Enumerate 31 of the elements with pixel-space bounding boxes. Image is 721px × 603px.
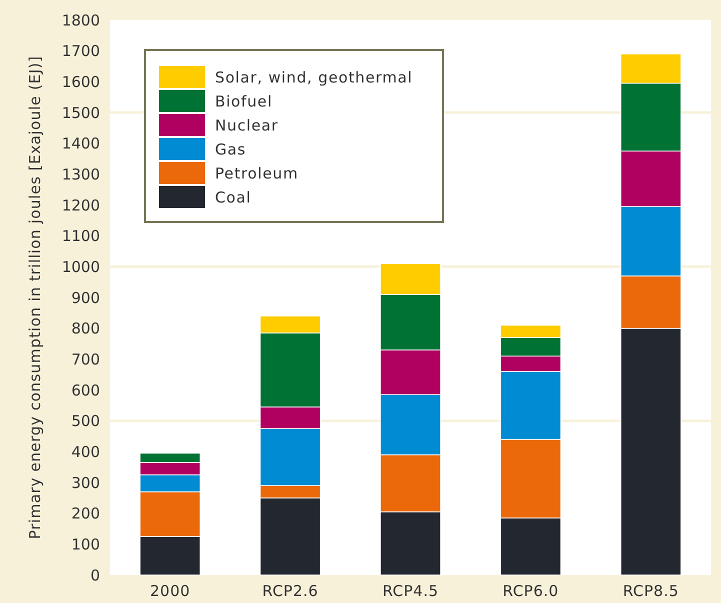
y-tick-label: 1100 (62, 227, 100, 246)
y-tick-label: 1800 (62, 11, 100, 30)
legend-label: Nuclear (215, 116, 278, 134)
legend-label: Biofuel (215, 92, 272, 110)
legend-label: Petroleum (215, 164, 298, 182)
y-axis-title: Primary energy consumption in trillion joules [Exajoule (EJ)] (26, 56, 44, 540)
y-tick-label: 100 (71, 535, 100, 554)
y-tick-label: 600 (71, 381, 100, 400)
legend-label: Coal (215, 188, 252, 206)
y-tick-label: 0 (90, 566, 100, 584)
legend-label: Gas (215, 140, 246, 158)
y-tick-label: 900 (71, 288, 100, 307)
y-tick-label: 1500 (62, 104, 100, 122)
y-tick-label: 400 (71, 442, 100, 461)
y-tick-label: 500 (71, 412, 100, 430)
x-tick-label: RCP4.5 (382, 582, 439, 600)
x-tick-label: RCP8.5 (622, 582, 679, 600)
y-tick-label: 700 (71, 350, 100, 368)
y-tick-label: 800 (71, 320, 100, 338)
y-tick-label: 200 (71, 504, 100, 523)
y-tick-label: 1400 (62, 134, 100, 153)
y-tick-label: 1000 (62, 258, 100, 276)
x-tick-label: RCP2.6 (262, 582, 318, 600)
y-tick-label: 1200 (62, 196, 100, 214)
y-tick-label: 1600 (62, 72, 100, 91)
y-tick-label: 300 (71, 474, 100, 492)
y-tick-label: 1700 (62, 42, 100, 60)
x-tick-label: 2000 (150, 582, 190, 600)
legend-label: Solar, wind, geothermal (215, 68, 413, 86)
x-tick-label: RCP6.0 (502, 582, 559, 600)
y-tick-label: 1300 (62, 165, 100, 184)
